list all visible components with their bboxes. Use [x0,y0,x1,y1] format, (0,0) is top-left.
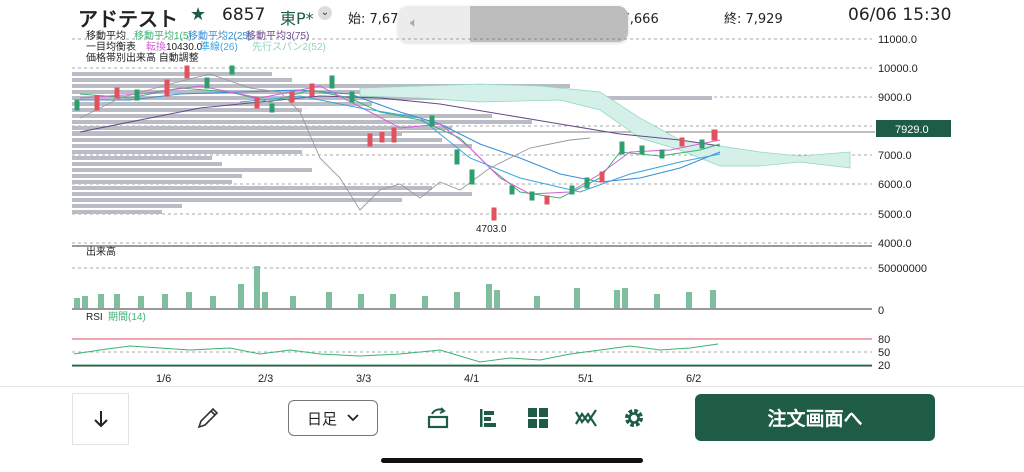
price-tick: 6000.0 [878,179,912,191]
volume-axis: 50000000 0 80 50 20 [878,263,927,372]
price-tick: 4000.0 [878,238,912,250]
arrow-down-icon [93,411,108,428]
stock-name: アドテスト [78,7,178,31]
price-tick: 10000.0 [878,63,918,75]
settings-button[interactable] [619,393,649,443]
svg-text:50000000: 50000000 [878,263,927,275]
svg-text:0: 0 [878,305,884,317]
svg-text:出来高: 出来高 [86,245,116,258]
svg-text:移動平均3(75): 移動平均3(75) [246,29,309,42]
period-select[interactable]: 日足 [288,400,378,436]
speaker-icon: 🔈︎ [410,15,419,31]
open-price: 始: 7,67 [348,12,399,27]
compare-icon [575,409,597,427]
indicator-button[interactable] [473,393,503,443]
price-tick: 7000.0 [878,150,912,162]
volume-level-bar [470,6,628,42]
svg-text:80: 80 [878,334,890,346]
grid-icon [528,408,548,428]
period-select-value: 日足 [306,409,337,428]
price-axis: 11000.0 10000.0 9000.0 7000.0 6000.0 500… [878,34,918,250]
svg-text:2/3: 2/3 [258,373,273,382]
current-price-badge [876,120,951,137]
svg-text:1/6: 1/6 [156,373,171,382]
rsi-line [73,343,719,363]
svg-text:RSI: RSI [86,312,103,323]
svg-text:準線(26): 準線(26) [200,40,238,53]
svg-text:20: 20 [878,360,890,372]
compare-button[interactable] [571,393,601,443]
market-label: 東P* [280,9,314,28]
home-indicator [381,458,643,463]
favorite-star-icon[interactable]: ★ [190,4,207,25]
bottom-toolbar [0,386,1024,453]
price-tick: 5000.0 [878,209,912,221]
price-tick: 9000.0 [878,92,912,104]
stock-chart[interactable]: 11000.0 10000.0 9000.0 7000.0 6000.0 500… [0,28,1024,382]
current-price-label: 7929.0 [895,124,929,136]
svg-text:一目均衡表: 一目均衡表 [86,40,136,53]
tenkan-line [79,85,721,195]
svg-text:10430.0: 10430.0 [166,42,203,53]
svg-text:価格帯別出来高 自動調整: 価格帯別出来高 自動調整 [86,51,199,64]
close-price: 終: 7,929 [724,12,783,27]
svg-text:移動平均2(25): 移動平均2(25) [188,29,251,42]
order-screen-button[interactable]: 注文画面へ [695,394,935,441]
ma1-line [79,87,721,199]
chart-type-icon [427,407,449,429]
svg-text:3/3: 3/3 [356,373,371,382]
chevron-down-icon [347,414,359,422]
volume-overlay: 🔈︎ [398,6,628,42]
indicator-bars-icon [480,409,496,427]
date-axis: 1/6 2/3 3/3 4/1 5/1 6/2 [156,373,701,382]
volume-bars [74,266,716,308]
market-chevron-down-icon[interactable]: ⌄ [318,6,332,20]
svg-text:先行スパン2(52): 先行スパン2(52) [252,40,326,53]
layout-button[interactable] [523,393,553,443]
svg-text:移動平均1(5): 移動平均1(5) [134,29,192,42]
svg-text:4/1: 4/1 [464,373,479,382]
svg-text:4703.0: 4703.0 [476,224,507,235]
collapse-button[interactable] [72,393,129,445]
svg-text:5/1: 5/1 [578,373,593,382]
chikou-line [79,73,591,211]
gear-icon [625,409,643,427]
svg-text:転換: 転換 [146,41,166,53]
chart-type-button[interactable] [423,393,453,443]
candlesticks [74,65,718,221]
ma3-line [79,95,721,147]
datetime: 06/06 15:30 [848,5,952,25]
draw-button[interactable] [190,393,226,443]
svg-text:移動平均: 移動平均 [86,29,126,42]
svg-text:6/2: 6/2 [686,373,701,382]
ichimoku-cloud [359,83,851,169]
price-tick: 11000.0 [878,34,917,46]
svg-text:期間(14): 期間(14) [108,311,146,323]
chart-legend: 移動平均 移動平均1(5) 移動平均2(25) 移動平均3(75) 一目均衡表 … [86,29,507,323]
kijun-line [239,95,721,193]
pencil-icon [197,407,219,429]
stock-code: 6857 [222,5,266,25]
svg-text:50: 50 [878,347,890,359]
